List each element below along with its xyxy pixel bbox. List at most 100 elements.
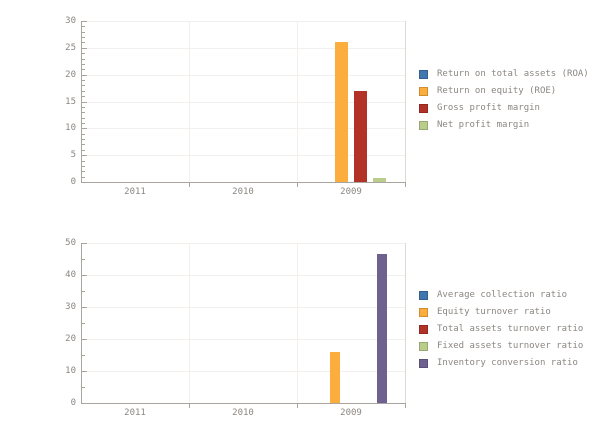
x-axis xyxy=(81,182,406,183)
chart-profitability-ratios: 0 5 10 15 20 25 30 2011 2010 2009 Return on total … xyxy=(65,16,589,197)
y-minor-tick xyxy=(82,122,85,124)
legend-item: Average collection ratio xyxy=(419,287,583,304)
y-minor-tick xyxy=(82,355,85,356)
gridline-horizontal xyxy=(81,339,405,340)
legend-swatch xyxy=(419,308,428,317)
bar-gross-profit-margin-2009 xyxy=(354,90,368,182)
legend-swatch xyxy=(419,325,428,334)
gridline-horizontal xyxy=(81,275,405,276)
y-minor-tick xyxy=(82,387,85,388)
x-tick-label: 2011 xyxy=(124,187,146,197)
y-tick-label: 15 xyxy=(65,96,76,107)
x-boundary-tick xyxy=(297,404,298,408)
x-tick-label: 2009 xyxy=(340,187,362,197)
y-tick-label: 50 xyxy=(65,238,76,248)
legend-item: Return on equity (ROE) xyxy=(419,83,589,100)
x-axis xyxy=(81,403,406,404)
y-major-tick xyxy=(82,243,87,244)
y-major-tick xyxy=(82,182,87,183)
y-tick-label: 5 xyxy=(70,150,76,161)
legend-item: Net profit margin xyxy=(419,117,589,134)
y-tick-label: 20 xyxy=(65,334,76,344)
legend-swatch xyxy=(419,342,428,351)
legend-label: Average collection ratio xyxy=(437,290,568,300)
y-minor-tick xyxy=(82,291,85,292)
legend-swatch xyxy=(419,121,428,130)
legend-label: Inventory conversion ratio xyxy=(437,358,578,368)
legend-item: Inventory conversion ratio xyxy=(419,355,583,372)
plot-area xyxy=(81,243,405,403)
x-tick-label: 2010 xyxy=(232,408,254,418)
x-tick-label: 2011 xyxy=(124,408,146,418)
y-major-tick xyxy=(82,128,87,130)
y-minor-tick xyxy=(82,117,85,119)
gridline-horizontal xyxy=(81,371,405,372)
x-tick-label: 2010 xyxy=(232,187,254,197)
y-major-tick xyxy=(82,155,87,157)
gridline-horizontal xyxy=(81,307,405,308)
y-minor-tick xyxy=(82,37,85,39)
y-major-tick xyxy=(82,74,87,76)
legend-label: Total assets turnover ratio xyxy=(437,324,584,334)
gridline-horizontal xyxy=(81,155,405,157)
y-major-tick xyxy=(82,275,87,276)
y-major-tick xyxy=(82,47,87,49)
legend-swatch xyxy=(419,291,428,300)
y-tick-label: 0 xyxy=(70,398,76,408)
y-tick-label: 40 xyxy=(65,270,76,280)
y-tick-label: 10 xyxy=(65,123,76,134)
legend-label: Return on total assets (ROA) xyxy=(437,69,589,79)
y-minor-tick xyxy=(82,139,85,141)
y-axis xyxy=(81,243,82,404)
y-tick-label: 30 xyxy=(65,302,76,312)
legend-label: Gross profit margin xyxy=(437,103,540,113)
y-minor-tick xyxy=(82,80,85,82)
y-minor-tick xyxy=(82,171,85,173)
legend-swatch xyxy=(419,104,428,113)
y-minor-tick xyxy=(82,106,85,108)
y-minor-tick xyxy=(82,259,85,260)
y-tick-label: 0 xyxy=(70,177,76,187)
legend-item: Return on total assets (ROA) xyxy=(419,66,589,83)
legend-item: Fixed assets turnover ratio xyxy=(419,338,583,355)
x-boundary-tick xyxy=(297,183,298,187)
y-minor-tick xyxy=(82,133,85,135)
x-boundary-tick xyxy=(189,404,190,408)
y-minor-tick xyxy=(82,165,85,167)
y-major-tick xyxy=(82,101,87,103)
bar-net-profit-margin-2009 xyxy=(373,177,387,182)
y-minor-tick xyxy=(82,63,85,65)
y-major-tick xyxy=(82,339,87,340)
y-tick-label: 10 xyxy=(65,366,76,376)
y-minor-tick xyxy=(82,69,85,71)
y-tick-label: 30 xyxy=(65,16,76,26)
y-minor-tick xyxy=(82,53,85,55)
x-tick-label: 2009 xyxy=(340,408,362,418)
gridline-vertical xyxy=(189,243,190,403)
legend: Average collection ratio Equity turnover … xyxy=(419,287,583,372)
y-minor-tick xyxy=(82,58,85,60)
legend-label: Equity turnover ratio xyxy=(437,307,551,317)
y-minor-tick xyxy=(82,149,85,151)
y-minor-tick xyxy=(82,31,85,33)
x-boundary-tick xyxy=(405,183,406,187)
legend-item: Equity turnover ratio xyxy=(419,304,583,321)
gridline-vertical xyxy=(297,21,298,182)
legend-swatch xyxy=(419,70,428,79)
y-minor-tick xyxy=(82,160,85,162)
y-minor-tick xyxy=(82,144,85,146)
gridline-horizontal xyxy=(81,128,405,130)
y-major-tick xyxy=(82,307,87,308)
y-major-tick xyxy=(82,21,87,22)
gridline-vertical xyxy=(297,243,298,403)
x-boundary-tick xyxy=(405,404,406,408)
gridline-horizontal xyxy=(81,74,405,76)
y-minor-tick xyxy=(82,112,85,114)
legend-item: Total assets turnover ratio xyxy=(419,321,583,338)
y-minor-tick xyxy=(82,26,85,28)
gridline-horizontal xyxy=(81,21,405,22)
y-tick-label: 20 xyxy=(65,69,76,80)
y-minor-tick xyxy=(82,85,85,87)
chart-turnover-ratios: 0 10 20 30 40 50 2011 2010 2009 Average collectio… xyxy=(0,213,607,426)
